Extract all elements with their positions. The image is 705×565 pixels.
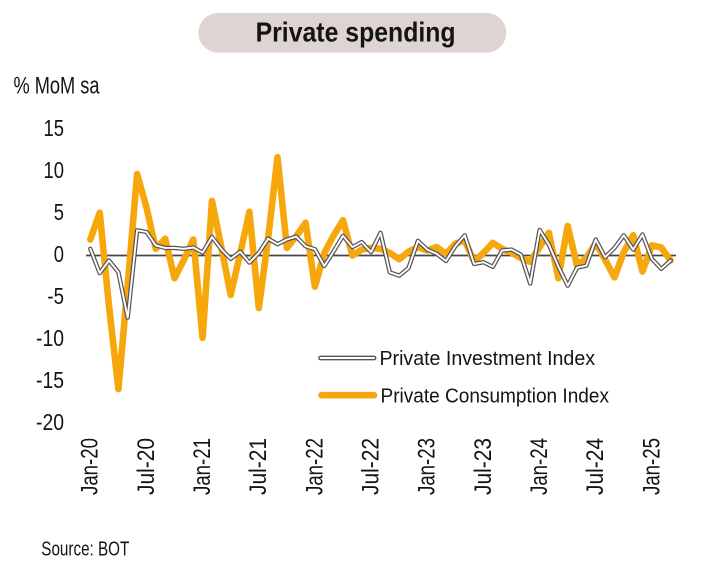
svg-text:10: 10 xyxy=(44,157,65,183)
svg-text:-10: -10 xyxy=(36,325,64,351)
svg-text:Private Investment Index: Private Investment Index xyxy=(380,348,596,370)
svg-text:-15: -15 xyxy=(36,367,64,393)
svg-text:Jan-22: Jan-22 xyxy=(301,438,328,495)
svg-text:Private Consumption Index: Private Consumption Index xyxy=(381,385,610,407)
svg-text:Jul-22: Jul-22 xyxy=(358,438,385,495)
svg-text:Jan-23: Jan-23 xyxy=(414,438,441,495)
svg-text:Jan-25: Jan-25 xyxy=(638,438,665,495)
svg-text:Jan-21: Jan-21 xyxy=(189,438,216,495)
svg-text:5: 5 xyxy=(54,199,64,225)
svg-text:Jan-24: Jan-24 xyxy=(526,438,553,495)
svg-text:15: 15 xyxy=(44,115,65,141)
svg-text:Source: BOT: Source: BOT xyxy=(41,539,129,561)
svg-text:Jul-24: Jul-24 xyxy=(582,438,609,495)
svg-text:0: 0 xyxy=(54,241,64,267)
svg-text:Jul-21: Jul-21 xyxy=(245,438,272,495)
svg-text:Private spending: Private spending xyxy=(256,17,456,48)
svg-text:Jul-20: Jul-20 xyxy=(133,438,160,495)
svg-text:% MoM sa: % MoM sa xyxy=(14,73,100,100)
svg-text:Jul-23: Jul-23 xyxy=(470,438,497,495)
svg-text:-20: -20 xyxy=(36,409,64,435)
svg-text:-5: -5 xyxy=(47,283,64,309)
svg-text:Jan-20: Jan-20 xyxy=(77,438,104,495)
